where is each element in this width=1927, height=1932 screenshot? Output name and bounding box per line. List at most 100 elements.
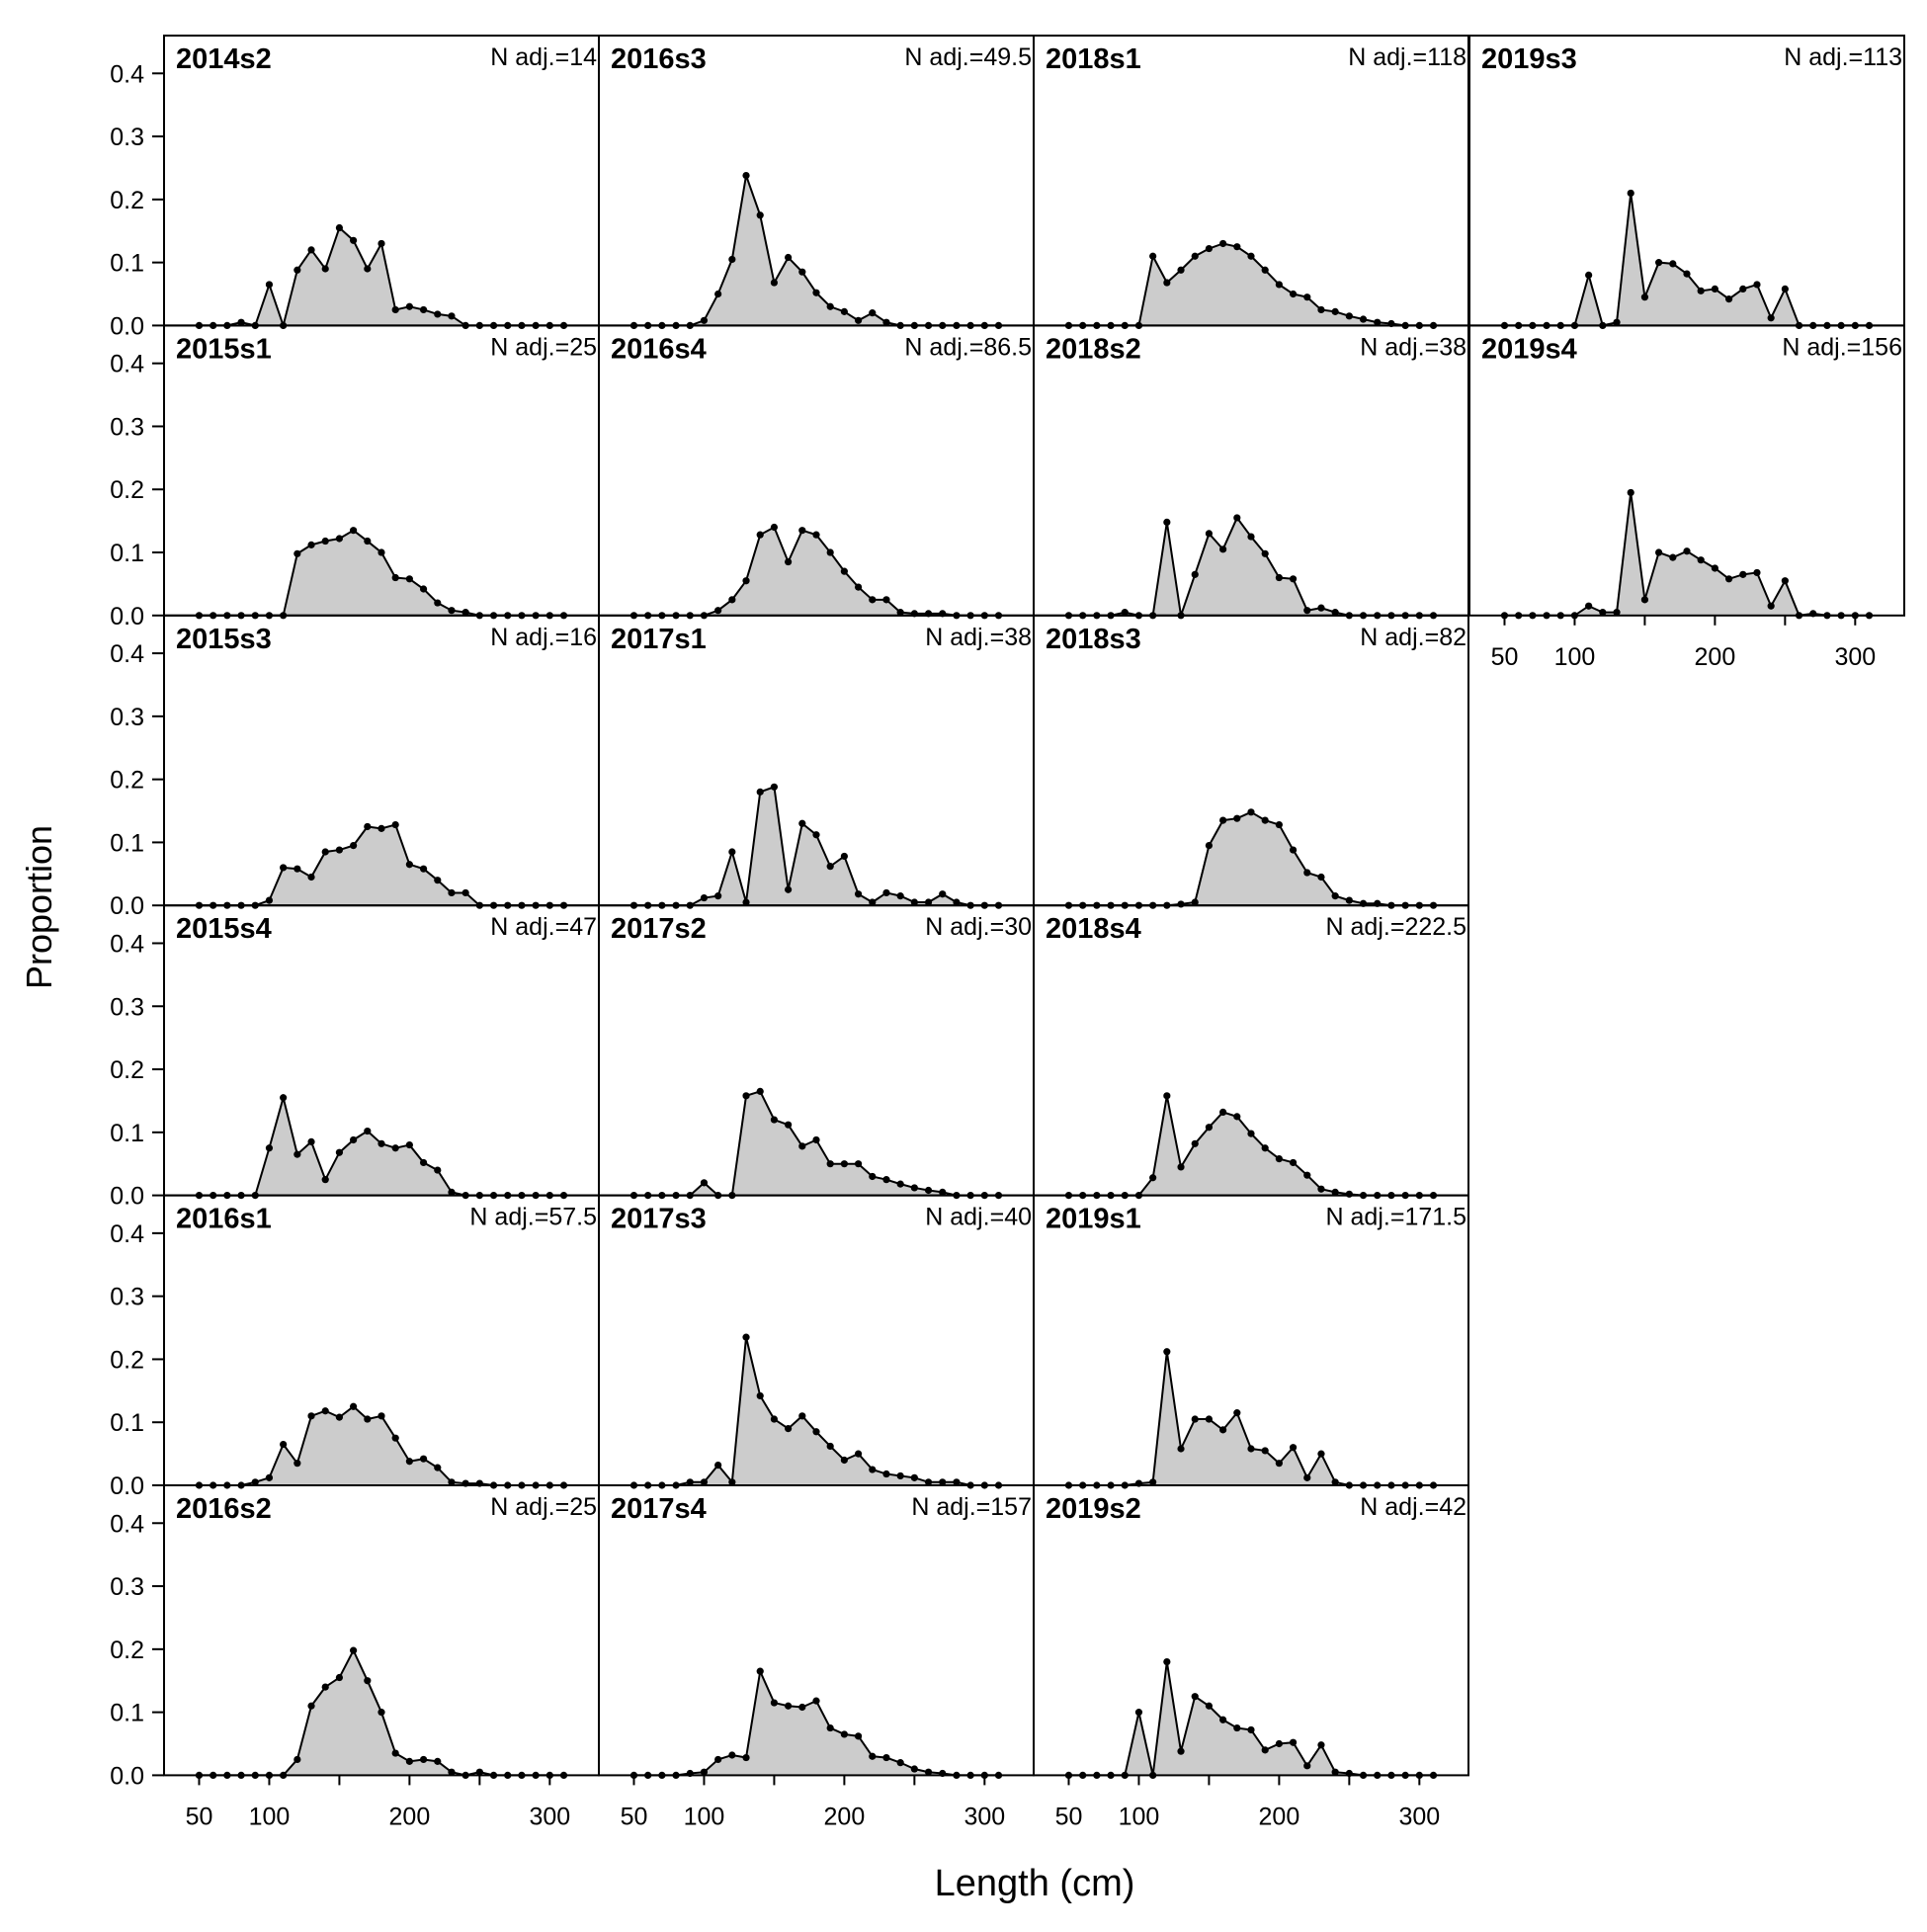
point-2017s1-150: [770, 783, 779, 791]
y-tick-label: 0.1: [110, 1700, 144, 1727]
point-2018s1-240: [1331, 307, 1339, 315]
point-2017s2-140: [756, 1087, 764, 1095]
point-2016s2-160: [350, 1646, 358, 1654]
point-2018s1-270: [1374, 318, 1382, 326]
point-2019s1-140: [1191, 1415, 1199, 1423]
point-2017s4-140: [756, 1667, 764, 1675]
point-2015s3-190: [391, 820, 399, 829]
point-2016s1-110: [280, 1440, 288, 1449]
point-2017s4-260: [924, 1768, 933, 1776]
area-2016s3: [633, 175, 999, 326]
point-2015s1-220: [434, 599, 442, 607]
x-tick-label: 100: [1554, 643, 1596, 671]
point-2019s3-110: [1585, 271, 1593, 279]
point-2018s4-140: [1191, 1139, 1199, 1147]
point-2015s3-230: [448, 888, 456, 897]
panel-2018s1: 2018s1 N adj.=118: [1033, 35, 1469, 329]
point-2019s1-160: [1219, 1426, 1227, 1434]
point-2019s2-190: [1261, 1746, 1269, 1754]
point-2018s3-190: [1261, 816, 1269, 824]
panel-n-label: N adj.=25: [490, 1493, 597, 1521]
point-2019s3-130: [1613, 318, 1621, 326]
point-2019s2-160: [1219, 1716, 1227, 1723]
point-2015s3-220: [434, 877, 442, 884]
x-tick-label: 50: [621, 1803, 648, 1830]
point-2016s1-120: [293, 1460, 301, 1468]
point-2018s3-180: [1247, 808, 1255, 816]
point-2017s2-250: [910, 1184, 918, 1192]
y-tick-label: 0.1: [110, 829, 144, 857]
point-2015s1-130: [307, 541, 315, 548]
point-2017s4-220: [869, 1752, 877, 1760]
point-2015s4-170: [364, 1127, 372, 1135]
panel-n-label: N adj.=25: [490, 333, 597, 361]
panel-2017s4: 2017s4 N adj.=157 50 100 200 300: [598, 1484, 1035, 1830]
point-2015s3-240: [461, 888, 469, 897]
point-2017s3-170: [798, 1412, 806, 1420]
point-2017s3-180: [812, 1428, 820, 1436]
point-2015s4-200: [405, 1140, 413, 1149]
x-tick-label: 200: [824, 1803, 866, 1830]
point-2018s1-150: [1205, 244, 1214, 253]
panel-n-label: N adj.=40: [925, 1204, 1032, 1231]
point-2016s1-140: [321, 1407, 329, 1415]
panel-n-label: N adj.=38: [1360, 333, 1466, 361]
point-2016s1-100: [265, 1473, 274, 1481]
point-2016s4-240: [896, 609, 904, 617]
point-2017s2-240: [896, 1180, 904, 1188]
y-tick-label: 0.4: [110, 1510, 144, 1538]
point-2016s4-230: [882, 596, 890, 604]
point-2018s3-130: [1177, 900, 1185, 908]
point-2018s1-250: [1345, 312, 1353, 320]
point-2015s4-120: [293, 1150, 301, 1158]
point-2016s2-250: [475, 1768, 483, 1776]
area-2019s1: [1068, 1351, 1434, 1485]
point-2017s3-120: [728, 1478, 736, 1486]
point-2017s3-280: [953, 1478, 961, 1486]
panel-2016s3: 2016s3 N adj.=49.5: [598, 35, 1035, 329]
panel-title: 2016s2: [176, 1493, 272, 1525]
point-2016s1-90: [251, 1478, 259, 1486]
point-2018s2-160: [1219, 546, 1227, 553]
point-2014s2-120: [293, 266, 301, 274]
point-2018s2-180: [1247, 533, 1255, 541]
point-2017s3-250: [910, 1473, 918, 1481]
point-2018s2-140: [1191, 570, 1199, 578]
point-2017s2-190: [826, 1160, 834, 1168]
point-2018s2-210: [1289, 575, 1298, 583]
panel-n-label: N adj.=16: [490, 624, 597, 651]
point-2018s4-250: [1345, 1190, 1353, 1198]
point-2019s3-240: [1767, 314, 1775, 322]
y-tick-label: 0.2: [110, 1637, 144, 1664]
point-2017s4-190: [826, 1723, 834, 1732]
point-2018s3-160: [1219, 816, 1227, 824]
point-2016s4-210: [854, 583, 863, 591]
point-2016s1-180: [377, 1412, 385, 1420]
point-2017s4-160: [785, 1702, 793, 1710]
point-2015s3-110: [280, 864, 288, 872]
point-2014s2-80: [237, 318, 245, 326]
area-2018s2: [1068, 517, 1434, 616]
y-tick-label: 0.1: [110, 1120, 144, 1147]
point-2019s2-120: [1163, 1657, 1171, 1666]
panel-2014s2: 2014s2 N adj.=14 0.0 0.1 0.2 0.3 0.4: [110, 35, 600, 340]
point-2017s2-100: [700, 1179, 709, 1187]
point-2015s4-220: [434, 1166, 442, 1174]
point-2016s1-160: [350, 1402, 358, 1410]
point-2014s2-210: [419, 305, 428, 314]
point-2019s3-140: [1627, 189, 1634, 198]
point-2014s2-100: [265, 281, 274, 289]
panel-n-label: N adj.=156: [1782, 333, 1902, 361]
y-tick-label: 0.3: [110, 413, 144, 441]
point-2015s1-230: [448, 607, 456, 615]
point-2018s1-200: [1275, 281, 1283, 289]
point-2015s4-100: [265, 1144, 274, 1152]
point-2017s3-130: [742, 1333, 750, 1341]
point-2019s2-130: [1177, 1747, 1185, 1755]
point-2017s4-170: [798, 1703, 806, 1712]
point-2015s3-160: [350, 842, 358, 850]
point-2019s3-250: [1781, 285, 1789, 294]
panel-n-label: N adj.=118: [1348, 43, 1466, 71]
point-2016s2-180: [377, 1709, 385, 1717]
point-2015s4-190: [391, 1144, 399, 1152]
